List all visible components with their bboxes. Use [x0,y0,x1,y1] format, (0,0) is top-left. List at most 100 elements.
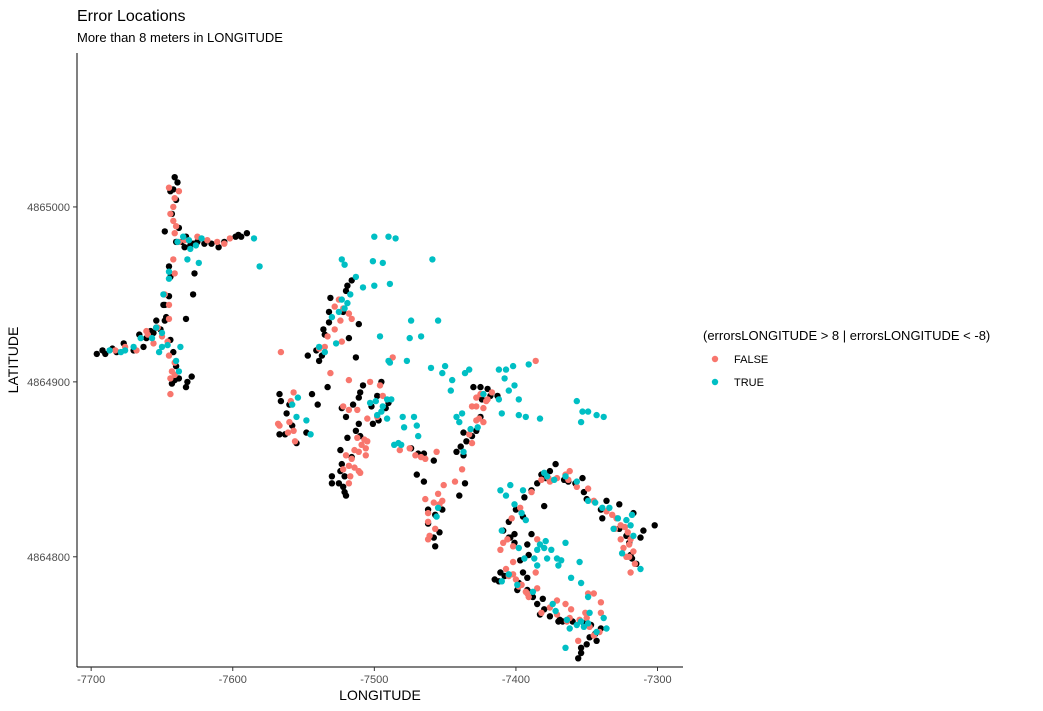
point-na [191,270,198,277]
point-true [433,513,440,520]
point-true [429,256,436,263]
point-false [170,203,177,211]
point-na [484,385,491,393]
point-true [417,333,425,340]
point-na [357,389,364,396]
point-false [167,210,174,218]
point-true [185,237,193,244]
point-false [357,469,364,476]
point-na [165,263,173,270]
point-true [606,504,613,511]
point-true [637,565,644,573]
point-true [347,291,354,298]
point-true [195,259,202,267]
point-na [534,480,541,487]
point-false [366,378,374,386]
point-na [603,497,610,504]
point-false [509,543,517,550]
point-na [277,397,285,405]
point-na [457,443,464,450]
point-false [626,553,633,560]
point-true [522,413,529,421]
point-na [314,401,321,408]
point-true [509,362,517,370]
point-na [161,228,168,235]
point-na [215,244,222,251]
point-true [165,268,173,275]
point-false [345,310,353,317]
point-false [422,495,429,503]
point-true [610,525,617,532]
point-na [432,543,439,550]
point-true [106,347,113,354]
point-na [304,352,311,359]
point-true [289,401,296,408]
point-false [376,382,384,389]
point-true [562,473,569,480]
legend-swatch-false [711,355,719,363]
point-false [361,436,368,443]
point-false [286,418,293,426]
point-false [497,546,504,553]
point-true [385,233,392,240]
point-na [328,480,336,487]
point-true [566,625,573,632]
point-true [600,614,607,622]
point-na [369,420,377,427]
point-false [167,375,174,382]
point-na [577,649,585,657]
point-false [630,548,637,555]
legend-title: (errorsLONGITUDE > 8 | errorsLONGITUDE <… [703,328,990,343]
point-false [553,597,561,604]
point-false [609,511,616,518]
point-true [529,588,537,595]
point-true [579,408,586,415]
point-true [521,555,528,562]
point-na [539,595,546,602]
point-na [497,569,504,576]
point-true [536,541,544,548]
point-false [321,343,328,351]
point-false [389,354,396,361]
point-na [189,291,197,298]
point-na [208,240,215,247]
point-true [303,417,310,424]
point-false [508,515,515,522]
point-true [507,481,514,489]
point-true [536,415,544,422]
point-na [436,529,443,536]
point-true [552,607,559,615]
point-false [620,544,627,552]
point-true [158,329,166,337]
point-true [614,515,622,522]
point-false [396,446,403,454]
point-na [541,502,548,510]
point-na [519,569,527,576]
point-true [184,256,191,263]
point-na [170,348,177,356]
point-false [290,427,297,434]
point-true [584,408,592,415]
point-na [461,480,469,487]
point-na [583,641,590,648]
point-false [468,439,476,447]
point-true [177,343,184,351]
point-true [192,242,200,249]
point-true [307,431,314,438]
point-true [573,478,580,485]
point-false [512,576,520,583]
point-false [355,448,362,455]
point-false [538,476,545,483]
point-true [379,259,386,267]
point-true [618,550,626,557]
point-false [433,448,440,455]
point-false [466,431,473,438]
point-false [480,404,487,412]
point-true [175,368,183,375]
point-false [575,637,582,644]
point-true [630,532,637,539]
point-false [165,184,173,191]
point-true [158,343,166,351]
point-false [340,403,347,410]
point-true [522,516,529,524]
